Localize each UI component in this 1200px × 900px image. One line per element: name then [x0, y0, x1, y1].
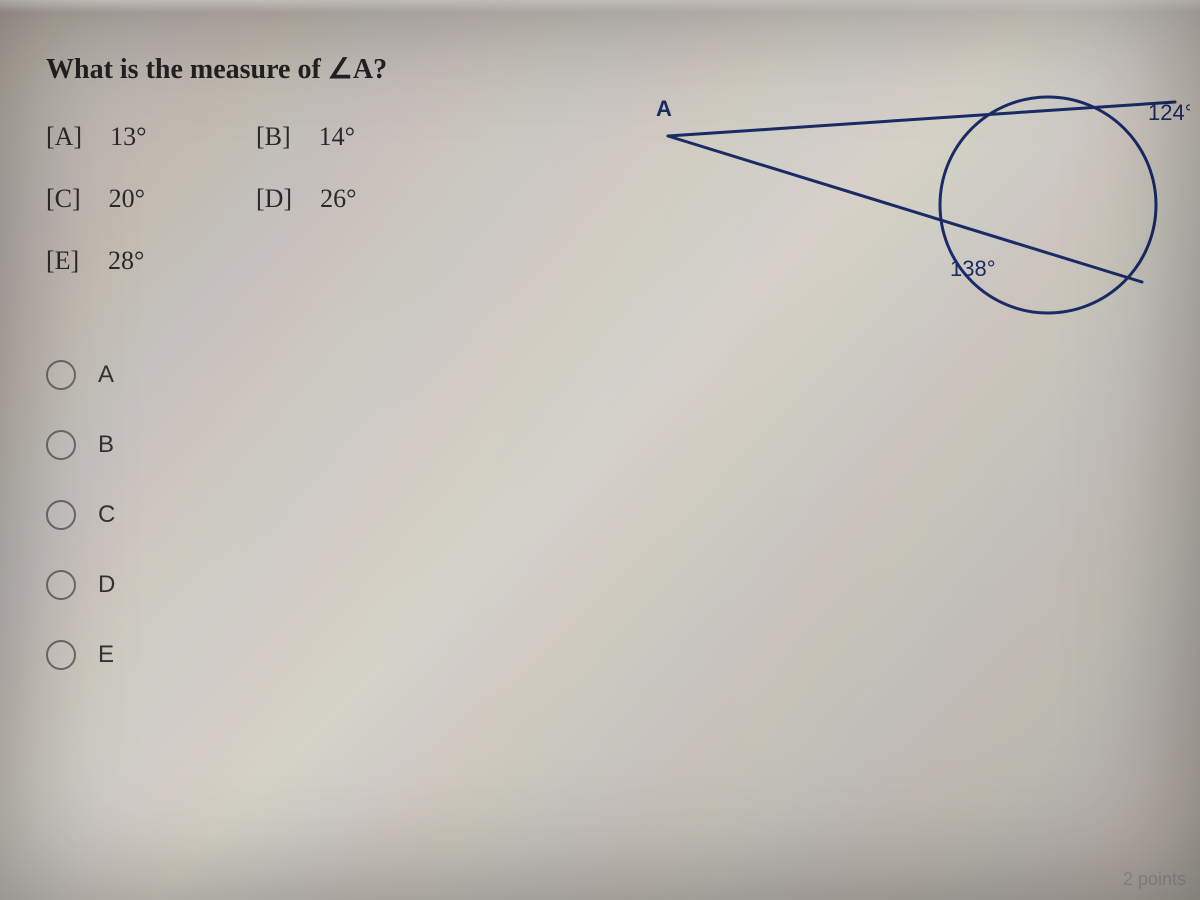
choice-value: 13°: [110, 122, 146, 152]
choice-value: 14°: [319, 122, 355, 152]
radio-option-c[interactable]: C: [46, 500, 115, 530]
radio-icon[interactable]: [46, 500, 76, 530]
radio-label: D: [98, 571, 115, 599]
choice-label: [E]: [46, 246, 80, 276]
radio-label: C: [98, 501, 115, 529]
choice-value: 28°: [108, 246, 144, 276]
choice-value: 26°: [320, 184, 356, 214]
answer-choice-e: [E] 28°: [46, 246, 256, 276]
radio-label: E: [98, 641, 114, 669]
radio-option-e[interactable]: E: [46, 640, 115, 670]
choice-label: [A]: [46, 122, 82, 152]
radio-icon[interactable]: [46, 570, 76, 600]
answer-choice-c: [C] 20°: [46, 184, 256, 214]
choice-label: [C]: [46, 184, 81, 214]
geometry-diagram: A 124° 138°: [650, 40, 1190, 340]
radio-icon[interactable]: [46, 430, 76, 460]
radio-group: A B C D E: [46, 360, 115, 670]
choice-label: [B]: [256, 122, 291, 152]
angle-symbol: ∠: [328, 53, 353, 84]
radio-option-d[interactable]: D: [46, 570, 115, 600]
answer-choice-b: [B] 14°: [256, 122, 466, 152]
answer-choice-d: [D] 26°: [256, 184, 466, 214]
points-text: 2 points: [1123, 869, 1186, 889]
angle-label: A?: [353, 54, 387, 85]
choice-value: 20°: [109, 184, 145, 214]
question-text: What is the measure of ∠A?: [46, 52, 387, 86]
choice-label: [D]: [256, 184, 292, 214]
radio-label: B: [98, 431, 114, 459]
radio-label: A: [98, 361, 114, 389]
answer-choice-grid: [A] 13° [B] 14° [C] 20° [D] 26° [E] 28°: [46, 122, 466, 276]
svg-text:124°: 124°: [1148, 100, 1190, 125]
radio-option-a[interactable]: A: [46, 360, 115, 390]
radio-icon[interactable]: [46, 360, 76, 390]
points-badge: 2 points: [1123, 869, 1186, 890]
question-prefix: What is the measure of: [46, 54, 328, 85]
svg-text:138°: 138°: [950, 256, 996, 281]
radio-option-b[interactable]: B: [46, 430, 115, 460]
svg-text:A: A: [656, 96, 672, 121]
radio-icon[interactable]: [46, 640, 76, 670]
answer-choice-a: [A] 13°: [46, 122, 256, 152]
